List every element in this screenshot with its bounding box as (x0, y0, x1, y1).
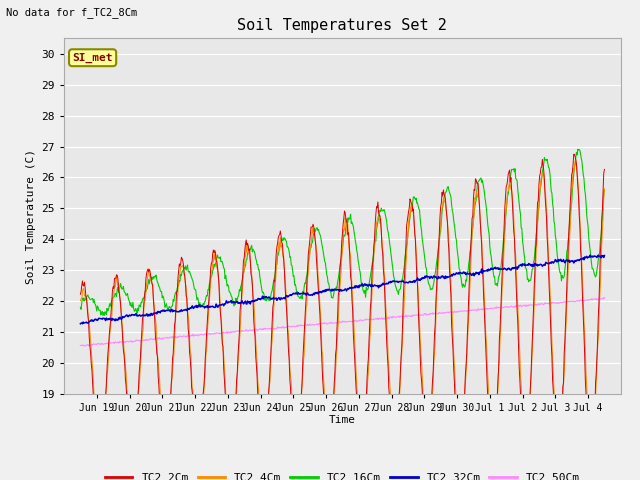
Text: No data for f_TC2_8Cm: No data for f_TC2_8Cm (6, 7, 138, 18)
Title: Soil Temperatures Set 2: Soil Temperatures Set 2 (237, 18, 447, 33)
X-axis label: Time: Time (329, 415, 356, 425)
Legend: TC2_2Cm, TC2_4Cm, TC2_16Cm, TC2_32Cm, TC2_50Cm: TC2_2Cm, TC2_4Cm, TC2_16Cm, TC2_32Cm, TC… (100, 468, 584, 480)
Text: SI_met: SI_met (72, 53, 113, 63)
Y-axis label: Soil Temperature (C): Soil Temperature (C) (26, 148, 36, 284)
